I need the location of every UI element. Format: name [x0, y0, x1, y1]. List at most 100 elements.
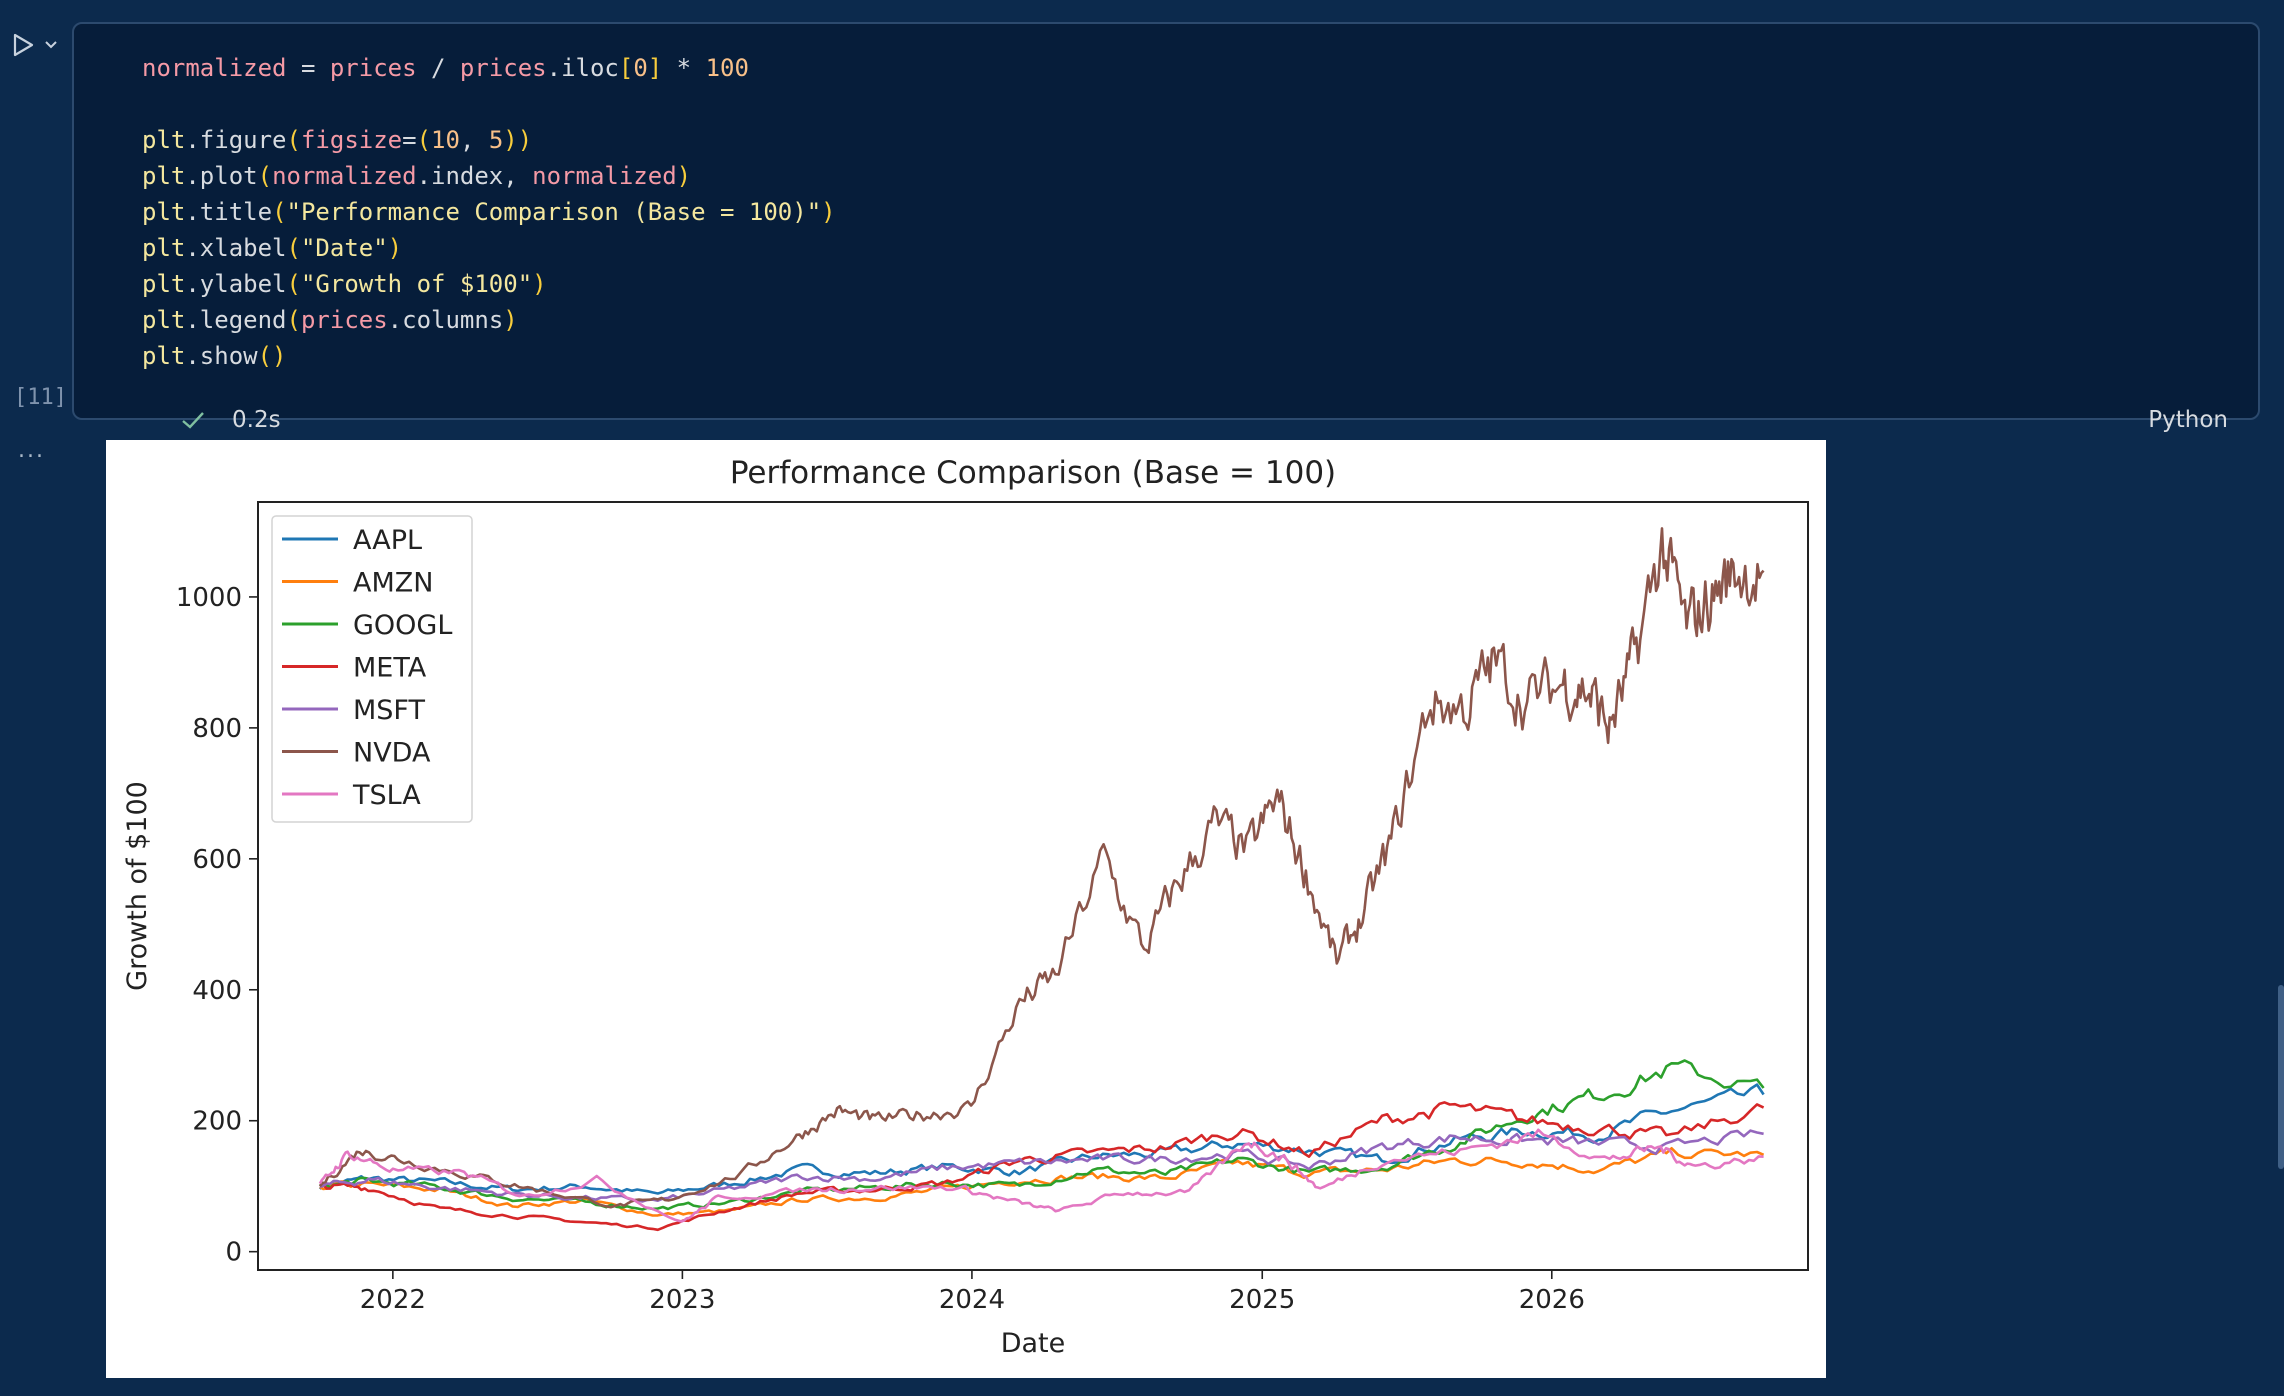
- code-line: plt.title("Performance Comparison (Base …: [142, 194, 836, 230]
- checkmark-icon: [182, 412, 204, 429]
- code-token: figsize: [300, 126, 403, 154]
- chart-title: Performance Comparison (Base = 100): [730, 455, 1336, 491]
- code-cell[interactable]: normalized = prices / prices.iloc[0] * 1…: [72, 22, 2260, 433]
- code-token: "Performance Comparison (Base = 100)": [286, 198, 822, 226]
- y-tick-label: 800: [192, 714, 242, 744]
- x-tick-label: 2023: [649, 1285, 715, 1315]
- code-line: plt.legend(prices.columns): [142, 302, 836, 338]
- legend-label: GOOGL: [353, 610, 452, 641]
- series-line-meta: [319, 1101, 1765, 1232]
- code-token: prices: [459, 54, 547, 82]
- legend-label: AMZN: [353, 568, 433, 599]
- x-axis-label: Date: [1001, 1328, 1066, 1359]
- code-line: plt.xlabel("Date"): [142, 230, 836, 266]
- code-token: .title: [185, 198, 273, 226]
- code-token: (: [286, 234, 301, 262]
- execution-count: [11]: [14, 385, 67, 410]
- code-token: =: [402, 126, 417, 154]
- legend-label: NVDA: [353, 738, 431, 769]
- y-tick-label: 0: [225, 1238, 242, 1268]
- y-axis-label: Growth of $100: [122, 781, 153, 991]
- code-token: )): [503, 126, 533, 154]
- y-tick-label: 600: [192, 845, 242, 875]
- code-token: prices: [300, 306, 388, 334]
- code-token: .show: [185, 342, 258, 370]
- code-token: *: [662, 54, 706, 82]
- code-token: .columns: [387, 306, 504, 334]
- code-token: ): [676, 162, 692, 190]
- code-token: prices: [329, 54, 417, 82]
- code-token: (: [286, 306, 301, 334]
- output-ellipsis-button[interactable]: ...: [18, 438, 45, 463]
- legend-label: AAPL: [353, 525, 422, 556]
- y-tick-label: 400: [192, 976, 242, 1006]
- scrollbar[interactable]: [2278, 985, 2284, 1169]
- x-tick-label: 2025: [1229, 1285, 1295, 1315]
- code-token: plt: [142, 126, 186, 154]
- y-tick-label: 200: [192, 1107, 242, 1137]
- code-token: plt: [142, 198, 186, 226]
- code-token: (: [416, 126, 432, 154]
- code-token: .legend: [185, 306, 287, 334]
- series-line-googl: [319, 1059, 1765, 1211]
- legend-label: META: [353, 653, 427, 684]
- code-editor[interactable]: normalized = prices / prices.iloc[0] * 1…: [142, 50, 836, 374]
- y-tick-label: 1000: [176, 583, 242, 613]
- code-token: .xlabel: [185, 234, 287, 262]
- series-line-amzn: [319, 1146, 1765, 1217]
- legend-label: TSLA: [352, 780, 421, 811]
- code-token: .ylabel: [185, 270, 287, 298]
- code-token: 10: [431, 126, 460, 154]
- code-token: normalized: [142, 54, 287, 82]
- code-token: (: [286, 126, 301, 154]
- code-token: /: [416, 54, 460, 82]
- code-token: 100: [705, 54, 749, 82]
- code-line: plt.show(): [142, 338, 836, 374]
- code-token: (: [286, 270, 301, 298]
- code-line: [142, 86, 836, 122]
- plot-frame: [257, 501, 1809, 1271]
- code-token: plt: [142, 270, 186, 298]
- execution-status: 0.2s: [180, 407, 281, 433]
- code-token: .plot: [185, 162, 258, 190]
- code-token: (: [272, 198, 287, 226]
- run-controls: [8, 30, 60, 60]
- code-token: =: [286, 54, 330, 82]
- code-token: ): [532, 270, 547, 298]
- cell-language[interactable]: Python: [2148, 407, 2228, 433]
- legend-box: [271, 515, 473, 823]
- code-token: "Date": [300, 234, 388, 262]
- output-area: Performance Comparison (Base = 100) Date G…: [106, 440, 1826, 1378]
- x-tick-label: 2022: [360, 1285, 426, 1315]
- code-line: plt.ylabel("Growth of $100"): [142, 266, 836, 302]
- chart: Performance Comparison (Base = 100) Date G…: [122, 455, 1809, 1359]
- legend-label: MSFT: [353, 695, 425, 726]
- code-line: plt.figure(figsize=(10, 5)): [142, 122, 836, 158]
- chevron-down-icon[interactable]: [42, 36, 60, 54]
- x-tick-label: 2026: [1519, 1285, 1585, 1315]
- code-token: plt: [142, 234, 186, 262]
- series-line-tsla: [318, 1128, 1764, 1223]
- code-token: plt: [142, 162, 186, 190]
- code-token: ): [503, 306, 518, 334]
- run-cell-icon[interactable]: [8, 30, 38, 60]
- code-token: "Growth of $100": [300, 270, 533, 298]
- execution-duration: 0.2s: [232, 407, 281, 433]
- code-token: normalized: [272, 162, 417, 190]
- code-token: plt: [142, 342, 186, 370]
- code-token: ]: [647, 54, 663, 82]
- code-token: (): [257, 342, 287, 370]
- x-tick-label: 2024: [939, 1285, 1005, 1315]
- series-line-aapl: [318, 1083, 1765, 1195]
- code-token: ,: [459, 126, 489, 154]
- code-line: plt.plot(normalized.index, normalized): [142, 158, 836, 194]
- code-token: .figure: [185, 126, 287, 154]
- code-token: .index,: [416, 162, 533, 190]
- code-token: 0: [633, 54, 648, 82]
- code-token: plt: [142, 306, 186, 334]
- code-token: ): [387, 234, 403, 262]
- code-token: ): [821, 198, 836, 226]
- code-token: (: [257, 162, 273, 190]
- code-token: 5: [488, 126, 504, 154]
- code-token: [: [618, 54, 634, 82]
